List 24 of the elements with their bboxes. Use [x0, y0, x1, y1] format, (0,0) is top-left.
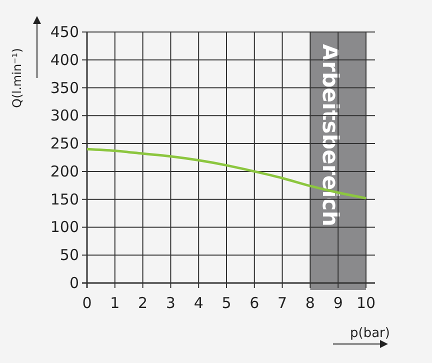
x-tick-label: 6: [250, 294, 260, 312]
y-axis-title: Q(l.min⁻¹): [10, 48, 24, 108]
x-tick-label: 9: [333, 294, 343, 312]
x-tick-label: 7: [278, 294, 288, 312]
x-tick-label: 4: [194, 294, 204, 312]
y-tick-label: 350: [50, 78, 79, 97]
y-tick-label: 400: [50, 50, 79, 69]
y-tick-label: 0: [69, 274, 79, 292]
y-tick-label: 50: [60, 246, 79, 264]
y-tick-label: 250: [50, 134, 79, 153]
y-tick-label: 150: [50, 190, 79, 208]
x-axis-title: p(bar): [350, 326, 390, 341]
y-tick-label: 300: [50, 106, 79, 125]
x-tick-label: 10: [356, 294, 376, 312]
x-tick-label: 3: [166, 294, 176, 312]
y-tick-label: 100: [50, 218, 79, 236]
x-tick-label: 0: [82, 294, 92, 312]
x-tick-label: 5: [222, 294, 232, 312]
x-tick-label: 2: [138, 294, 148, 312]
y-tick-label: 200: [50, 162, 79, 180]
y-tick-label: 450: [50, 23, 79, 41]
x-tick-label: 8: [305, 294, 315, 312]
band-label: Arbeitsbereich: [317, 44, 342, 226]
x-tick-label: 1: [110, 294, 120, 312]
